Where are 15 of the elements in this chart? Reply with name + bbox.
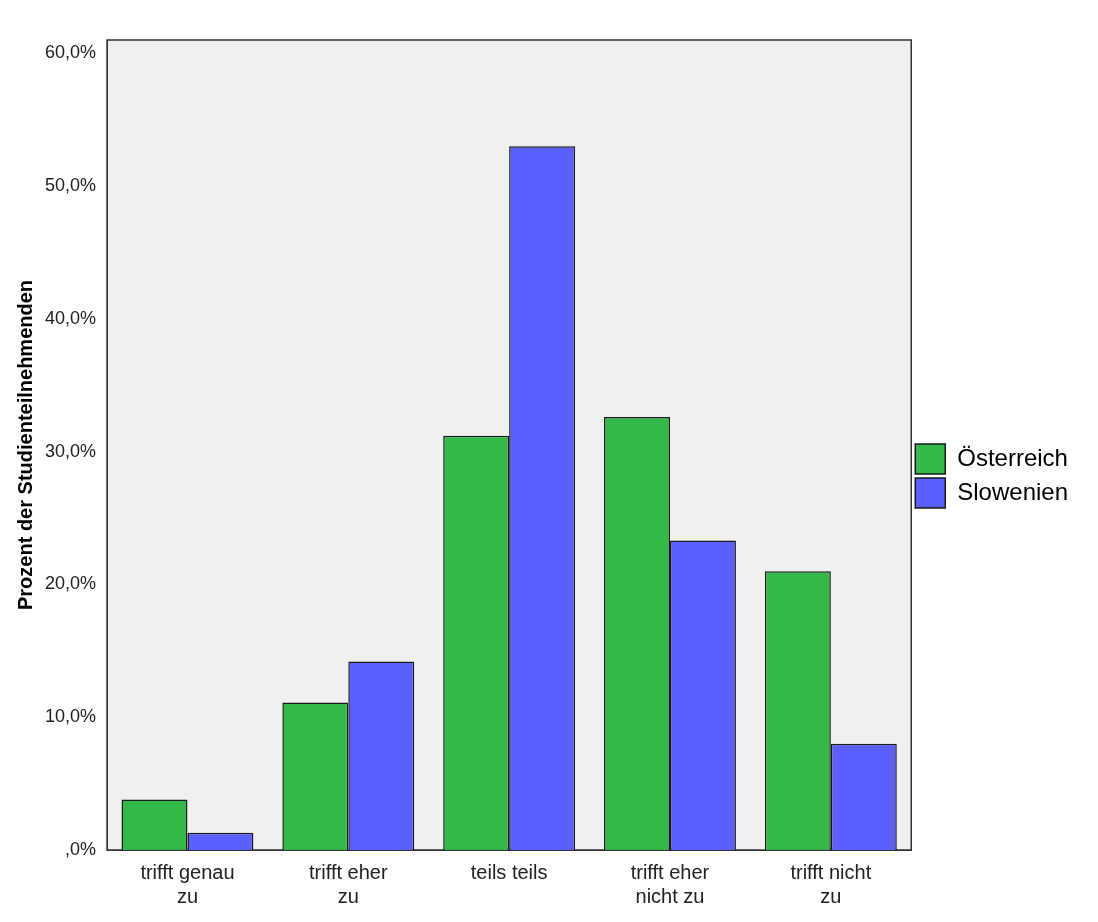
x-tick-label: teils teils [470,860,548,883]
y-axis-title: Prozent der Studienteilnehmenden [13,279,36,611]
x-tick-label: trifft eher zu [309,860,388,907]
y-tick-label: 20,0% [44,573,97,594]
x-tick-label: trifft eher nicht zu [630,860,710,907]
y-tick-label: 60,0% [44,42,97,63]
legend-label: Österreich [957,443,1068,471]
y-tick-label: 50,0% [44,175,97,196]
y-tick-label: 30,0% [44,440,97,461]
legend-label: Slowenien [957,477,1069,505]
y-tick-label: 40,0% [44,307,97,328]
y-tick-label: ,0% [65,838,97,859]
x-tick-label: trifft nicht zu [790,860,872,907]
x-tick-label: trifft genau zu [140,860,235,907]
y-tick-label: 10,0% [44,706,97,727]
